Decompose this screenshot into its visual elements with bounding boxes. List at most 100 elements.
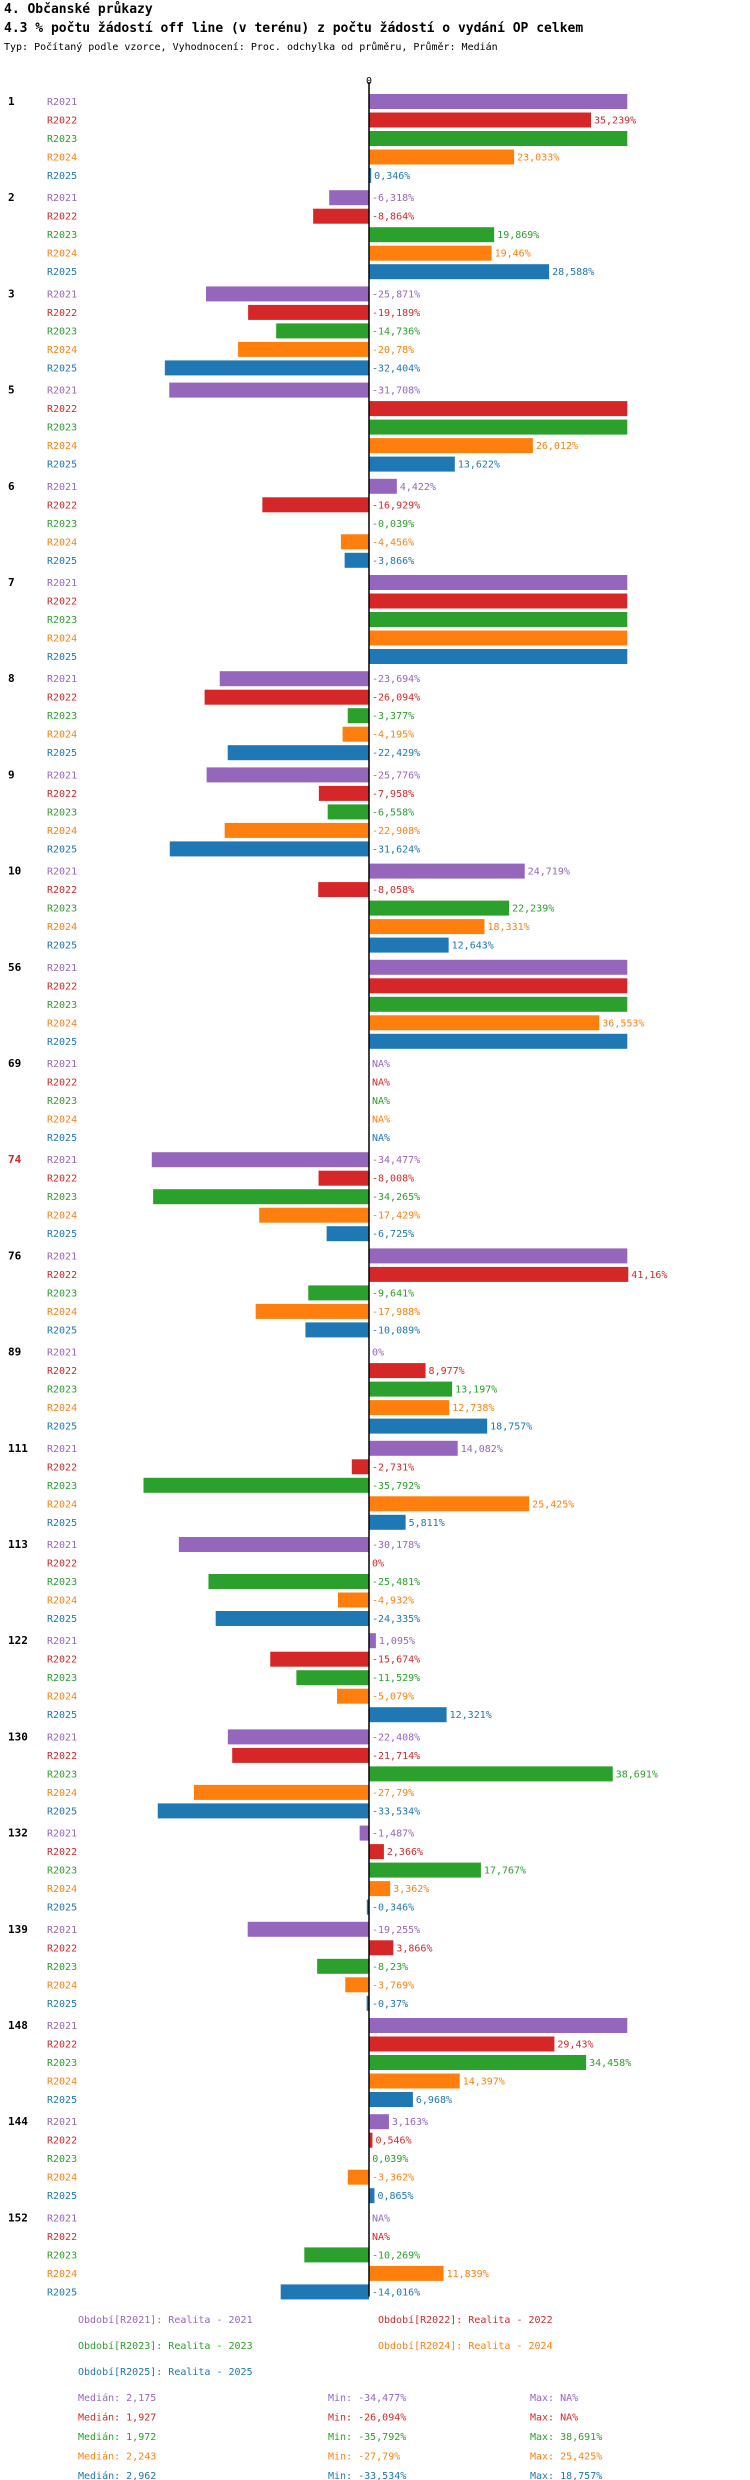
- data-label: -10,089%: [372, 1325, 420, 1336]
- legend-entry: Období[R2022]: Realita - 2022: [378, 2314, 553, 2326]
- series-label: R2023: [47, 1192, 77, 1203]
- series-label: R2022: [47, 789, 77, 800]
- bar: [369, 2114, 389, 2130]
- data-label: 14,397%: [463, 2077, 505, 2088]
- series-label: R2025: [47, 1614, 77, 1625]
- bar: [369, 2132, 373, 2148]
- data-label: -1,487%: [372, 1829, 414, 1840]
- bar: [313, 208, 369, 224]
- series-label: R2024: [47, 1788, 77, 1799]
- series-label: R2021: [47, 386, 77, 397]
- series-label: R2021: [47, 2117, 77, 2128]
- data-label: 14,082%: [461, 1444, 503, 1455]
- data-label: -8,008%: [372, 1174, 414, 1185]
- section-heading: 4. Občanské průkazy: [4, 2, 153, 17]
- bar: [369, 900, 510, 916]
- bar: [369, 1381, 453, 1397]
- legend-entry: Období[R2021]: Realita - 2021: [78, 2314, 253, 2326]
- stat-median: Medián: 1,927: [78, 2412, 156, 2424]
- bar: [369, 227, 495, 243]
- bar: [255, 1303, 369, 1319]
- series-label: R2023: [47, 807, 77, 818]
- bar: [369, 1496, 530, 1512]
- series-label: R2025: [47, 267, 77, 278]
- bar: [164, 360, 369, 376]
- stat-max: Max: 38,691%: [530, 2432, 602, 2443]
- series-label: R2025: [47, 460, 77, 471]
- group-label: 3: [8, 287, 15, 300]
- bar: [280, 2284, 369, 2300]
- series-label: R2024: [47, 2173, 77, 2184]
- stat-median: Medián: 2,962: [78, 2470, 156, 2480]
- series-label: R2022: [47, 500, 77, 511]
- group-label: 5: [8, 384, 15, 397]
- series-label: R2022: [47, 1847, 77, 1858]
- series-label: R2022: [47, 1655, 77, 1666]
- series-label: R2025: [47, 1037, 77, 1048]
- group-label: 6: [8, 480, 15, 493]
- series-label: R2023: [47, 1769, 77, 1780]
- group-label: 113: [8, 1538, 28, 1551]
- bar: [369, 575, 628, 590]
- stat-median: Medián: 1,972: [78, 2431, 156, 2443]
- bar: [369, 149, 515, 165]
- data-label: -32,404%: [372, 363, 420, 374]
- data-label: -3,362%: [372, 2173, 414, 2184]
- stat-min: Min: -26,094%: [328, 2413, 406, 2424]
- data-label: -19,189%: [372, 308, 420, 319]
- bar: [369, 456, 455, 472]
- series-label: R2025: [47, 171, 77, 182]
- group-label: 144: [8, 2115, 28, 2128]
- series-label: R2022: [47, 885, 77, 896]
- stat-median: Medián: 2,175: [78, 2392, 156, 2404]
- data-label: -6,725%: [372, 1229, 414, 1240]
- series-label: R2024: [47, 2077, 77, 2088]
- series-label: R2024: [47, 249, 77, 260]
- group-label: 139: [8, 1923, 28, 1936]
- bar: [369, 863, 525, 879]
- stat-min: Min: -33,534%: [328, 2471, 406, 2480]
- bar: [157, 1803, 369, 1819]
- bar: [151, 1152, 369, 1168]
- bar: [296, 1670, 369, 1686]
- data-label: -0,039%: [372, 519, 414, 530]
- bar: [276, 323, 369, 339]
- bar: [224, 822, 369, 838]
- data-label: 17,767%: [484, 1866, 526, 1877]
- data-label: -25,481%: [372, 1577, 420, 1588]
- bar: [344, 552, 369, 568]
- bar: [369, 630, 628, 646]
- bar: [369, 593, 628, 609]
- bar: [369, 937, 449, 953]
- bar: [227, 1729, 369, 1745]
- data-label: -6,558%: [372, 807, 414, 818]
- bar: [262, 497, 369, 513]
- bar: [153, 1189, 369, 1205]
- data-label: -34,265%: [372, 1192, 420, 1203]
- bar: [318, 785, 369, 801]
- bar: [342, 726, 369, 742]
- series-label: R2024: [47, 1884, 77, 1895]
- series-label: R2024: [47, 1499, 77, 1510]
- series-label: R2021: [47, 193, 77, 204]
- bar: [238, 341, 369, 357]
- bar: [369, 2055, 587, 2070]
- series-label: R2023: [47, 1577, 77, 1588]
- data-label: -14,016%: [372, 2287, 420, 2298]
- bar: [337, 1592, 369, 1608]
- group-label: 1: [8, 95, 15, 108]
- bar: [318, 1170, 369, 1186]
- bar: [169, 382, 369, 398]
- series-label: R2024: [47, 441, 77, 452]
- series-label: R2024: [47, 1018, 77, 1029]
- bar: [317, 1958, 369, 1974]
- series-label: R2025: [47, 556, 77, 567]
- data-label: 13,622%: [458, 460, 500, 471]
- bar: [369, 1844, 384, 1860]
- group-label: 2: [8, 191, 15, 204]
- bar: [178, 1537, 369, 1552]
- series-label: R2021: [47, 289, 77, 300]
- bar: [347, 708, 369, 724]
- bar: [327, 804, 369, 820]
- bar: [369, 112, 592, 128]
